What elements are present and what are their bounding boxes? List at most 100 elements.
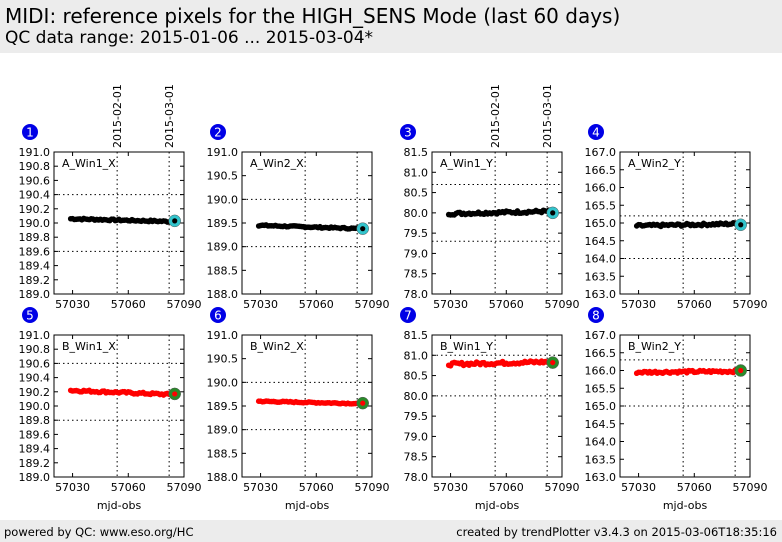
last-point [738, 367, 744, 374]
x-tick-label: 57090 [733, 481, 768, 494]
y-tick-label: 191.0 [19, 329, 51, 342]
y-tick-label: 80.0 [404, 207, 429, 220]
panel-number: 5 [26, 309, 34, 323]
panel-label: A_Win1_Y [440, 157, 493, 170]
x-tick-label: 57060 [489, 481, 524, 494]
y-tick-label: 189.5 [207, 217, 239, 230]
y-tick-label: 190.2 [19, 203, 51, 216]
x-tick-label: 57030 [621, 298, 656, 311]
y-tick-label: 165.5 [585, 382, 617, 395]
y-tick-label: 163.0 [585, 471, 617, 484]
date-label: 2015-03-01 [541, 84, 554, 148]
plot-frame [53, 334, 185, 478]
panel-number-badge [588, 124, 604, 140]
y-tick-label: 189.2 [19, 274, 51, 287]
y-tick-label: 164.5 [585, 418, 617, 431]
panel-label: B_Win2_X [250, 340, 304, 353]
last-point [360, 400, 366, 406]
y-tick-label: 80.5 [404, 187, 429, 200]
y-tick-label: 189.4 [19, 260, 51, 273]
x-tick-label: 57030 [243, 298, 278, 311]
x-tick-label: 57030 [433, 298, 468, 311]
y-tick-label: 190.6 [19, 357, 51, 370]
panel-label: A_Win2_Y [628, 157, 681, 170]
y-tick-label: 190.5 [207, 170, 239, 183]
panel-number-badge [22, 124, 38, 140]
y-tick-label: 191.0 [207, 146, 239, 159]
x-tick-label: 57030 [55, 481, 90, 494]
panel-number: 4 [592, 126, 600, 140]
y-tick-label: 190.8 [19, 343, 51, 356]
plot-panel-8: 163.0 163.5 164.0 164.5 165.0 165.5 166.0 166.5… [585, 307, 768, 512]
y-tick-label: 188.5 [207, 447, 239, 460]
x-tick-label: 57030 [243, 481, 278, 494]
y-tick-label: 191.0 [207, 329, 239, 342]
y-tick-label: 189.8 [19, 231, 51, 244]
y-tick-label: 190.0 [207, 193, 239, 206]
y-tick-label: 189.6 [19, 428, 51, 441]
x-tick-label: 57030 [55, 298, 90, 311]
last-point [172, 391, 178, 397]
panel-label: A_Win2_X [250, 157, 304, 170]
plot-frame [431, 151, 563, 295]
y-tick-label: 190.0 [207, 376, 239, 389]
y-tick-label: 78.5 [404, 268, 429, 281]
y-tick-label: 190.5 [207, 353, 239, 366]
panel-label: B_Win1_X [62, 340, 116, 353]
y-tick-label: 79.0 [404, 247, 429, 260]
y-tick-label: 81.5 [404, 329, 429, 342]
footer-powered-by[interactable]: powered by QC: www.eso.org/HC [4, 525, 194, 539]
footer-bar: powered by QC: www.eso.org/HC created by… [0, 520, 782, 542]
plot-panel-6: 188.0 188.5 189.0 189.5 190.0 190.5 191.0 57030… [207, 307, 390, 512]
panel-number: 8 [592, 309, 600, 323]
y-tick-label: 78.5 [404, 451, 429, 464]
y-tick-label: 189.0 [207, 241, 239, 254]
x-tick-label: 57060 [677, 481, 712, 494]
y-tick-label: 164.0 [585, 253, 617, 266]
y-tick-label: 80.5 [404, 370, 429, 383]
y-tick-label: 78.0 [404, 288, 429, 301]
y-tick-label: 167.0 [585, 329, 617, 342]
x-tick-label: 57060 [111, 298, 146, 311]
x-tick-label: 57060 [111, 481, 146, 494]
x-tick-label: 57060 [677, 298, 712, 311]
plot-frame [431, 334, 563, 478]
y-tick-label: 189.2 [19, 457, 51, 470]
y-tick-label: 189.5 [207, 400, 239, 413]
y-tick-label: 165.0 [585, 217, 617, 230]
page-title: MIDI: reference pixels for the HIGH_SENS… [5, 4, 621, 28]
y-tick-label: 190.4 [19, 189, 51, 202]
y-tick-label: 190.8 [19, 160, 51, 173]
page-subtitle: QC data range: 2015-01-06 ... 2015-03-04… [5, 28, 374, 48]
trend-plots: 2015-02-01 2015-03-01189.0189.2189.4189.6… [19, 84, 768, 512]
y-tick-label: 166.5 [585, 164, 617, 177]
last-point [550, 359, 556, 366]
panel-number: 6 [214, 309, 222, 323]
date-label: 2015-03-01 [163, 84, 176, 148]
x-tick-label: 57060 [299, 481, 334, 494]
y-tick-label: 81.0 [404, 349, 429, 362]
panel-number-badge [210, 124, 226, 140]
y-tick-label: 189.4 [19, 443, 51, 456]
y-tick-label: 79.5 [404, 410, 429, 423]
y-tick-label: 190.0 [19, 400, 51, 413]
panel-label: A_Win1_X [62, 157, 116, 170]
y-tick-label: 81.5 [404, 146, 429, 159]
date-label: 2015-02-01 [489, 84, 502, 148]
y-tick-label: 189.0 [19, 471, 51, 484]
panel-number: 3 [404, 126, 412, 140]
panel-number: 1 [26, 126, 34, 140]
x-axis-label: mjd-obs [97, 499, 142, 512]
y-tick-label: 80.0 [404, 390, 429, 403]
y-tick-label: 79.5 [404, 227, 429, 240]
y-tick-label: 189.6 [19, 245, 51, 258]
last-point [550, 210, 556, 216]
y-tick-label: 79.0 [404, 430, 429, 443]
plot-panel-7: 78.0 78.5 79.0 79.5 80.0 80.5 81.0 81.5 57030 570… [400, 307, 580, 512]
x-tick-label: 57090 [355, 298, 390, 311]
x-axis-label: mjd-obs [285, 499, 330, 512]
x-tick-label: 57090 [167, 481, 202, 494]
panel-number-badge [400, 307, 416, 323]
